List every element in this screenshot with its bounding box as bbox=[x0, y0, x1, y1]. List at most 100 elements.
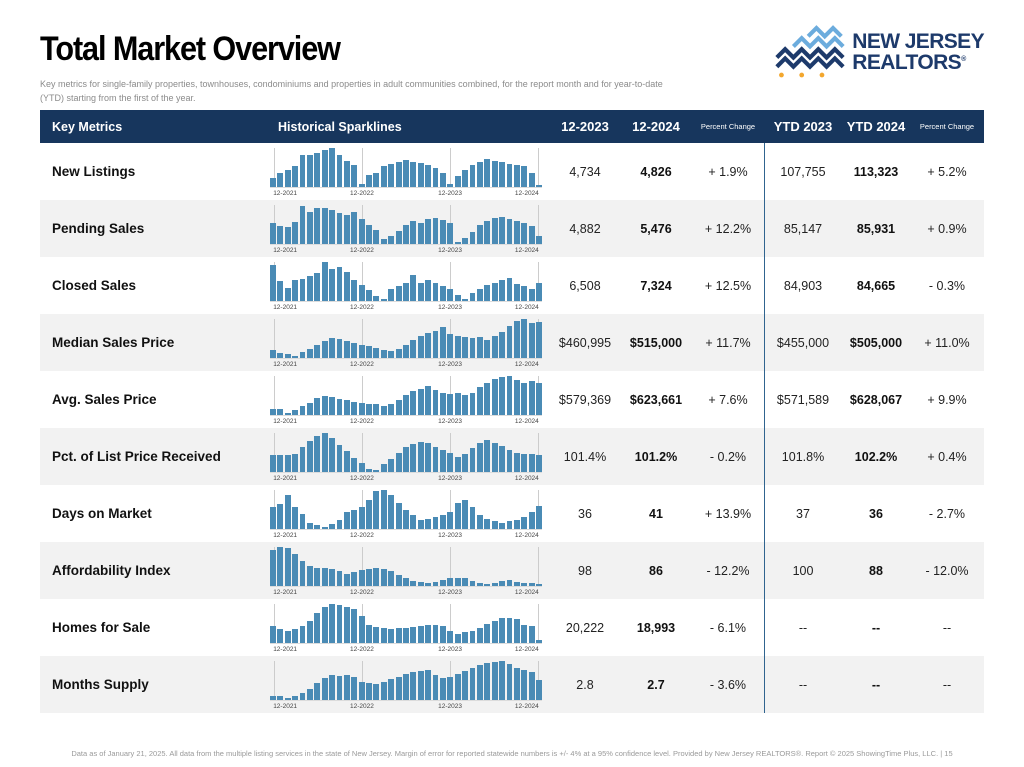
sparkline-axis-label: 12-2023 bbox=[438, 531, 463, 539]
ytd-group: 85,147 85,931 + 0.9% bbox=[764, 200, 983, 257]
value-percent-change-month: + 12.2% bbox=[704, 221, 752, 236]
sparkline-bar bbox=[321, 150, 328, 187]
sparkline-bars bbox=[270, 261, 542, 301]
sparkline-bar bbox=[521, 223, 528, 244]
metric-name: Pending Sales bbox=[52, 221, 145, 236]
sparkline-bar bbox=[454, 503, 461, 529]
sparkline-bar bbox=[454, 673, 461, 700]
value-month-current: 2.7 bbox=[647, 677, 665, 692]
table-row: Pending Sales 12-2021 12-2022 12-2023 12-202… bbox=[40, 200, 984, 257]
sparkline-bar bbox=[306, 154, 313, 187]
sparkline-bar bbox=[417, 163, 424, 187]
sparkline-bar bbox=[476, 162, 483, 187]
sparkline-chart bbox=[270, 432, 542, 473]
sparkline-bar bbox=[410, 274, 417, 301]
sparkline-bar bbox=[432, 581, 439, 586]
sparkline-gridline bbox=[273, 603, 275, 643]
metric-name: Median Sales Price bbox=[52, 335, 175, 350]
sparkline-axis-label: 12-2023 bbox=[438, 474, 463, 482]
sparkline-bar bbox=[506, 375, 513, 415]
sparkline-bar bbox=[306, 522, 313, 529]
sparkline-bar bbox=[462, 671, 469, 700]
sparkline-bar bbox=[299, 155, 306, 187]
sparkline-bar bbox=[343, 400, 350, 415]
sparkline-bar bbox=[277, 172, 284, 187]
sparkline-axis-label: 12-2024 bbox=[514, 303, 539, 311]
sparkline-chart bbox=[270, 660, 542, 701]
sparkline-bar bbox=[506, 277, 513, 301]
sparkline-gridline bbox=[450, 147, 452, 187]
value-month-current: 7,324 bbox=[640, 278, 672, 293]
sparkline-bar bbox=[521, 166, 528, 187]
sparkline-bar bbox=[499, 522, 505, 529]
sparkline-bar bbox=[336, 213, 343, 244]
sparkline-bar bbox=[351, 676, 358, 700]
sparkline-gridline bbox=[273, 660, 275, 700]
sparkline-bar bbox=[388, 495, 395, 529]
sparkline-bar bbox=[343, 451, 350, 472]
sparkline-axis-label: 12-2021 bbox=[273, 303, 298, 311]
sparkline-bar bbox=[329, 147, 336, 187]
sparkline-gridline bbox=[450, 546, 452, 586]
sparkline-bar bbox=[395, 400, 402, 415]
sparkline-bar bbox=[366, 569, 372, 586]
sparkline-bar bbox=[380, 166, 387, 187]
sparkline-chart bbox=[270, 375, 542, 416]
sparkline-axis-label: 12-2024 bbox=[514, 474, 539, 482]
sparkline-bar bbox=[484, 382, 491, 415]
sparkline-bar bbox=[358, 507, 365, 529]
sparkline-bar bbox=[395, 452, 402, 472]
value-month-prior: 20,222 bbox=[565, 620, 605, 635]
sparkline-bar bbox=[336, 444, 343, 472]
sparkline-bar bbox=[439, 220, 446, 244]
sparkline-bar bbox=[536, 583, 542, 586]
sparkline: 12-2021 12-2022 12-2023 12-2024 bbox=[270, 430, 542, 484]
sparkline-bar bbox=[476, 443, 483, 472]
sparkline-bar bbox=[410, 626, 417, 643]
sparkline-bar bbox=[425, 280, 432, 301]
sparkline-bar bbox=[336, 519, 343, 529]
sparkline-bar bbox=[476, 665, 483, 700]
sparkline-bar bbox=[366, 345, 372, 358]
sparkline-axis-label: 12-2023 bbox=[438, 702, 463, 710]
sparkline-bar bbox=[366, 289, 372, 301]
sparkline-bar bbox=[403, 627, 409, 643]
sparkline-bar bbox=[292, 410, 299, 415]
sparkline-bar bbox=[536, 283, 542, 301]
sparkline-bar bbox=[454, 336, 461, 358]
sparkline-bar bbox=[366, 224, 372, 244]
sparkline-gridline bbox=[273, 318, 275, 358]
sparkline: 12-2021 12-2022 12-2023 12-2024 bbox=[270, 601, 542, 655]
sparkline-axis-label: 12-2022 bbox=[349, 303, 374, 311]
sparkline-bar bbox=[484, 583, 491, 586]
sparkline-bar bbox=[270, 626, 276, 643]
value-ytd-prior: 107,755 bbox=[780, 164, 826, 179]
sparkline-bar bbox=[329, 675, 336, 700]
sparkline-bar bbox=[380, 464, 387, 472]
sparkline-bar bbox=[329, 569, 336, 586]
sparkline-bar bbox=[491, 521, 498, 529]
sparkline-bar bbox=[528, 225, 535, 244]
sparkline-chart bbox=[270, 204, 542, 245]
sparkline-bar bbox=[321, 341, 328, 358]
sparkline-bar bbox=[373, 567, 380, 586]
sparkline-bar bbox=[351, 401, 358, 415]
footer-separator: | bbox=[940, 749, 943, 758]
ytd-group: -- -- -- bbox=[764, 599, 983, 656]
value-ytd-current: 36 bbox=[869, 506, 883, 521]
sparkline-chart bbox=[270, 546, 542, 587]
column-header-ytd-current: YTD 2024 bbox=[846, 119, 906, 134]
sparkline-bar bbox=[521, 582, 528, 586]
sparkline-bar bbox=[403, 577, 409, 586]
sparkline-bar bbox=[395, 503, 402, 529]
value-ytd-current: -- bbox=[871, 620, 881, 635]
sparkline-bar bbox=[528, 672, 535, 700]
sparkline-bar bbox=[380, 628, 387, 643]
sparkline-bar bbox=[270, 695, 276, 700]
sparkline-bar bbox=[351, 509, 358, 529]
sparkline-bar bbox=[521, 453, 528, 472]
metric-name: Homes for Sale bbox=[52, 620, 151, 635]
value-percent-change-ytd: - 12.0% bbox=[925, 563, 969, 578]
sparkline-bar bbox=[351, 457, 358, 472]
sparkline-bar bbox=[299, 513, 306, 529]
